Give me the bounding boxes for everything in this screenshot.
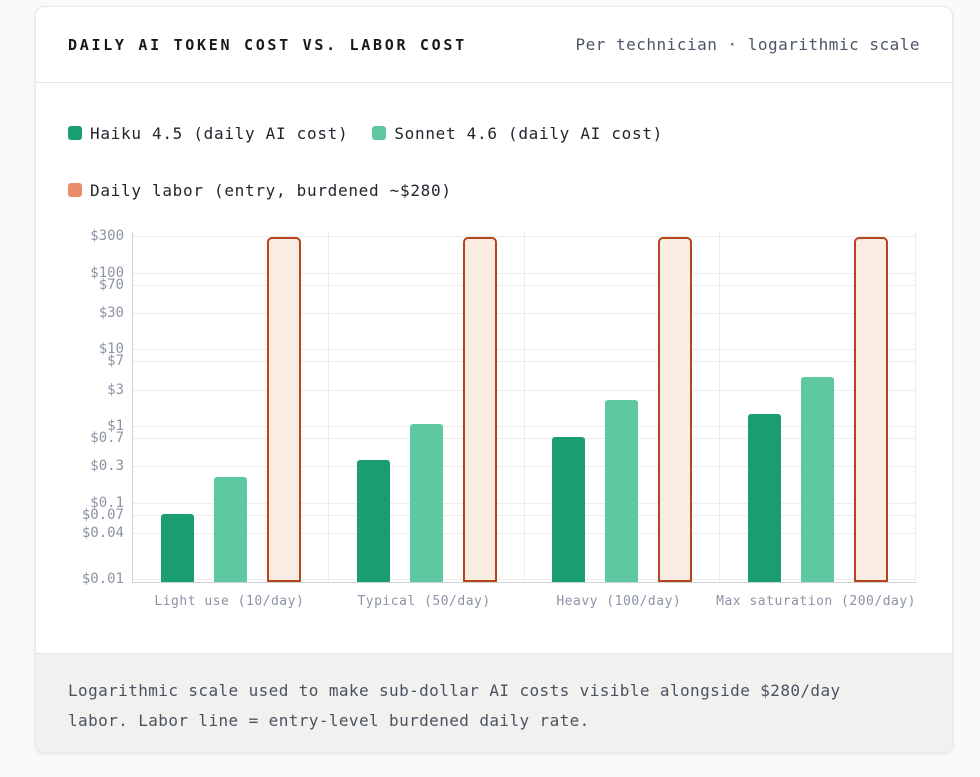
- bar-sonnet: [801, 377, 835, 582]
- x-category-label: Light use (10/day): [154, 594, 305, 609]
- chart-area: $300 $100 $70 $30 $10 $7 $3 $1 $0.7 $0.3 $0.1 $0.07…: [68, 229, 920, 631]
- y-tick-label: $0.01: [81, 571, 124, 588]
- y-gridline: [133, 533, 916, 535]
- x-axis-labels: Light use (10/day) Typical (50/day) Heavy …: [132, 594, 916, 609]
- page-subtitle: Per technician · logarithmic scale: [575, 35, 920, 54]
- bar-group: [720, 232, 916, 582]
- legend-label: Daily labor (entry, burdened ~$280): [90, 180, 452, 200]
- y-gridline: [133, 466, 916, 468]
- bar-labor: [462, 237, 497, 582]
- bar-sonnet: [409, 423, 443, 582]
- y-gridline: [133, 438, 916, 439]
- y-gridline: [133, 361, 916, 363]
- y-tick-label: $3: [107, 381, 124, 398]
- bar-group: [525, 232, 721, 582]
- x-gridline: [523, 232, 525, 582]
- legend-label: Haiku 4.5 (daily AI cost): [90, 123, 349, 143]
- legend-item-haiku: Haiku 4.5 (daily AI cost): [68, 121, 348, 145]
- x-gridline: [915, 232, 916, 582]
- y-gridline: [133, 389, 916, 391]
- footer-note: Logarithmic scale used to make sub-dolla…: [68, 681, 841, 730]
- bar-labor: [854, 237, 889, 582]
- bar-group: [329, 232, 525, 582]
- sonnet-swatch-icon: [372, 126, 387, 140]
- x-category-label: Heavy (100/day): [556, 594, 682, 609]
- y-tick-label: $10: [98, 341, 124, 358]
- bar-labor: [266, 237, 301, 582]
- y-gridline: [133, 579, 916, 581]
- bar-haiku: [552, 437, 586, 582]
- y-tick-label: $70: [98, 276, 124, 293]
- card-footer: Logarithmic scale used to make sub-dolla…: [36, 653, 952, 752]
- haiku-swatch-icon: [68, 126, 82, 140]
- bar-haiku: [160, 513, 194, 582]
- chart-card: DAILY AI TOKEN COST VS. LABOR COST Per t…: [35, 6, 953, 753]
- y-tick-label: $100: [90, 264, 124, 281]
- chart-legend: Haiku 4.5 (daily AI cost) Sonnet 4.6 (da…: [68, 121, 788, 202]
- y-tick-label: $300: [90, 228, 124, 245]
- legend-label: Sonnet 4.6 (daily AI cost): [394, 123, 663, 143]
- y-gridline: [133, 284, 916, 286]
- y-gridline: [133, 426, 916, 428]
- x-gridline: [719, 232, 721, 582]
- bar-haiku: [356, 460, 390, 582]
- legend-item-sonnet: Sonnet 4.6 (daily AI cost): [372, 121, 663, 145]
- y-gridline: [133, 349, 916, 351]
- y-gridline: [133, 312, 916, 314]
- labor-swatch-icon: [68, 183, 82, 197]
- y-gridline: [133, 514, 916, 516]
- y-gridline: [133, 272, 916, 274]
- y-gridline: [133, 236, 916, 238]
- x-category-label: Typical (50/day): [357, 594, 491, 609]
- y-gridline: [133, 502, 916, 504]
- y-tick-label: $0.7: [90, 430, 124, 446]
- plot-area: $300 $100 $70 $30 $10 $7 $3 $1 $0.7 $0.3 $0.1 $0.07…: [82, 229, 916, 586]
- y-tick-label: $30: [98, 304, 124, 321]
- y-tick-label: $0.04: [81, 525, 124, 542]
- legend-item-labor: Daily labor (entry, burdened ~$280): [68, 178, 452, 202]
- bar-group: [133, 232, 329, 582]
- bar-haiku: [748, 413, 782, 582]
- page-title: DAILY AI TOKEN COST VS. LABOR COST: [68, 35, 467, 54]
- card-header: DAILY AI TOKEN COST VS. LABOR COST Per t…: [36, 7, 952, 83]
- bar-sonnet: [213, 477, 247, 582]
- y-tick-label: $0.07: [81, 506, 124, 523]
- bar-sonnet: [605, 400, 639, 582]
- bar-groups: [133, 232, 916, 582]
- card-body: Haiku 4.5 (daily AI cost) Sonnet 4.6 (da…: [36, 83, 952, 653]
- x-gridline: [327, 232, 329, 582]
- y-tick-label: $1: [107, 418, 124, 435]
- y-tick-label: $0.3: [90, 458, 124, 475]
- bar-labor: [658, 237, 693, 582]
- y-tick-label: $0.1: [90, 494, 124, 511]
- x-category-label: Max saturation (200/day): [716, 594, 916, 609]
- y-tick-label: $7: [107, 353, 124, 370]
